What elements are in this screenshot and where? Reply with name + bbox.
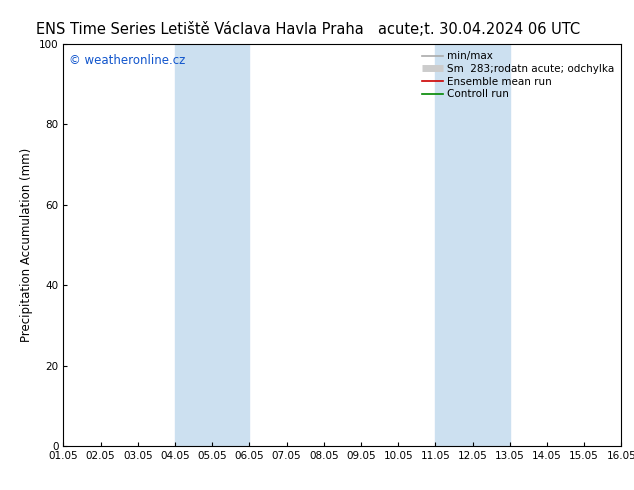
- Bar: [175, 44, 249, 446]
- Text: acute;t. 30.04.2024 06 UTC: acute;t. 30.04.2024 06 UTC: [378, 22, 579, 37]
- Text: © weatheronline.cz: © weatheronline.cz: [69, 54, 185, 67]
- Text: ENS Time Series Letiště Václava Havla Praha: ENS Time Series Letiště Václava Havla Pr…: [36, 22, 363, 37]
- Y-axis label: Precipitation Accumulation (mm): Precipitation Accumulation (mm): [20, 148, 34, 342]
- Bar: [436, 44, 510, 446]
- Legend: min/max, Sm  283;rodatn acute; odchylka, Ensemble mean run, Controll run: min/max, Sm 283;rodatn acute; odchylka, …: [420, 49, 616, 101]
